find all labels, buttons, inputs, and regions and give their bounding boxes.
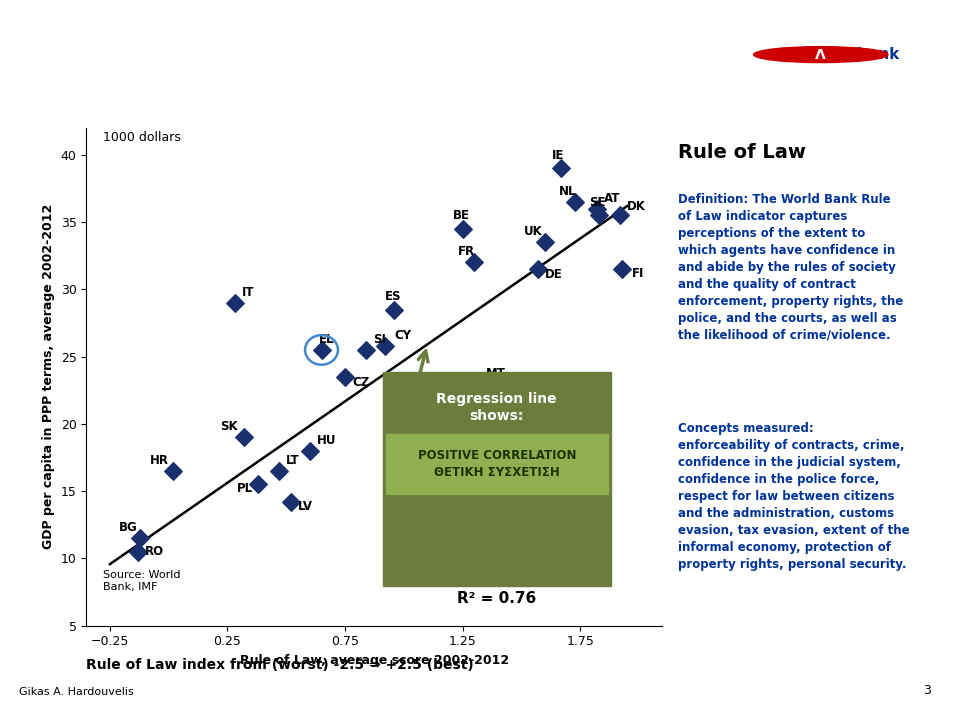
- Point: [236, 432, 252, 443]
- Point: [467, 257, 482, 268]
- Text: ECONOMIC GROWTH AND RULE OF LAW ACROSS EU-27: ECONOMIC GROWTH AND RULE OF LAW ACROSS E…: [19, 85, 571, 103]
- Text: SK: SK: [221, 420, 238, 433]
- Text: CY: CY: [395, 329, 412, 342]
- Text: SE: SE: [589, 196, 606, 209]
- Text: IT: IT: [242, 286, 254, 299]
- Point: [389, 465, 404, 476]
- Point: [467, 378, 482, 389]
- Text: RO: RO: [145, 545, 164, 558]
- Text: EL: EL: [319, 333, 335, 346]
- Text: ES: ES: [385, 290, 401, 303]
- Text: DE: DE: [545, 268, 563, 282]
- Point: [554, 163, 569, 174]
- Text: LV: LV: [298, 500, 313, 513]
- Point: [387, 304, 402, 315]
- FancyBboxPatch shape: [758, 15, 960, 105]
- Point: [314, 344, 329, 356]
- Text: ΟΙΚΟΝΟΜΙΚΗ ΑΝΑΠΤΥΞΗ ΚΑΙ ΑΝΤΙΛΗΨΗ ΚΑΝΟΝΩΝ ΔΙΚΑΙΟΥ: ΟΙΚΟΝΟΜΙΚΗ ΑΝΑΠΤΥΞΗ ΚΑΙ ΑΝΤΙΛΗΨΗ ΚΑΝΟΝΩΝ…: [19, 40, 650, 59]
- Point: [251, 479, 266, 490]
- Point: [377, 340, 393, 351]
- Text: UK: UK: [524, 225, 542, 238]
- Text: EE: EE: [404, 470, 420, 483]
- FancyBboxPatch shape: [383, 372, 611, 586]
- Point: [455, 223, 470, 235]
- Point: [538, 237, 553, 248]
- Point: [567, 196, 583, 208]
- Y-axis label: GDP per capita in PPP terms, average 2002-2012: GDP per capita in PPP terms, average 200…: [42, 204, 56, 550]
- Point: [166, 465, 181, 476]
- Text: SI: SI: [373, 333, 386, 346]
- Text: CZ: CZ: [352, 376, 370, 389]
- Point: [591, 210, 607, 221]
- Point: [272, 465, 287, 476]
- Text: DK: DK: [627, 200, 646, 213]
- Text: MT: MT: [486, 366, 506, 380]
- Text: FR: FR: [458, 245, 475, 259]
- Point: [612, 210, 628, 221]
- Text: Gikas A. Hardouvelis: Gikas A. Hardouvelis: [19, 687, 134, 697]
- Point: [614, 264, 630, 275]
- Text: Source: World
Bank, IMF: Source: World Bank, IMF: [103, 570, 180, 592]
- Text: BG: BG: [119, 521, 138, 534]
- Point: [588, 203, 604, 215]
- Text: Rule of Law: Rule of Law: [678, 143, 805, 162]
- Text: R² = 0.76: R² = 0.76: [457, 591, 537, 606]
- Point: [396, 412, 412, 423]
- Text: IE: IE: [552, 149, 564, 161]
- X-axis label: Rule of Law, average score 2002-2012: Rule of Law, average score 2002-2012: [240, 654, 509, 667]
- Text: 3: 3: [924, 684, 931, 697]
- Text: AT: AT: [604, 192, 620, 205]
- Point: [530, 264, 545, 275]
- Text: Rule of Law index from (worst) -2.5 ⇒ +2.5 (best): Rule of Law index from (worst) -2.5 ⇒ +2…: [86, 658, 474, 672]
- Point: [132, 533, 148, 544]
- Text: Concepts measured:
enforceability of contracts, crime,
confidence in the judicia: Concepts measured: enforceability of con…: [678, 422, 909, 571]
- Point: [358, 344, 373, 356]
- Text: PT: PT: [395, 397, 411, 410]
- FancyBboxPatch shape: [386, 434, 608, 493]
- Text: FI: FI: [632, 267, 644, 280]
- Text: PL: PL: [237, 482, 253, 495]
- Circle shape: [754, 47, 888, 63]
- Text: Regression line
shows:: Regression line shows:: [437, 392, 557, 423]
- Text: Definition: The World Bank Rule
of Law indicator captures
perceptions of the ext: Definition: The World Bank Rule of Law i…: [678, 193, 903, 342]
- Text: POSITIVE CORRELATION
ΘΕΤΙΚΗ ΣΥΣΧΕΤΙΣΗ: POSITIVE CORRELATION ΘΕΤΙΚΗ ΣΥΣΧΕΤΙΣΗ: [418, 449, 576, 479]
- Text: Λ: Λ: [815, 48, 827, 62]
- Point: [302, 445, 318, 456]
- Text: BE: BE: [453, 209, 470, 222]
- Text: HU: HU: [317, 434, 336, 447]
- Text: 1000 dollars: 1000 dollars: [103, 131, 180, 144]
- Point: [337, 371, 352, 383]
- Text: y = 12.6  +  12.1  x: y = 12.6 + 12.1 x: [416, 531, 578, 546]
- Point: [131, 546, 146, 557]
- Point: [283, 496, 299, 508]
- Point: [227, 297, 242, 309]
- Text: NL: NL: [559, 185, 576, 198]
- Text: LT: LT: [286, 454, 300, 467]
- Text: HR: HR: [150, 454, 169, 467]
- Text: Eurobank: Eurobank: [819, 47, 900, 62]
